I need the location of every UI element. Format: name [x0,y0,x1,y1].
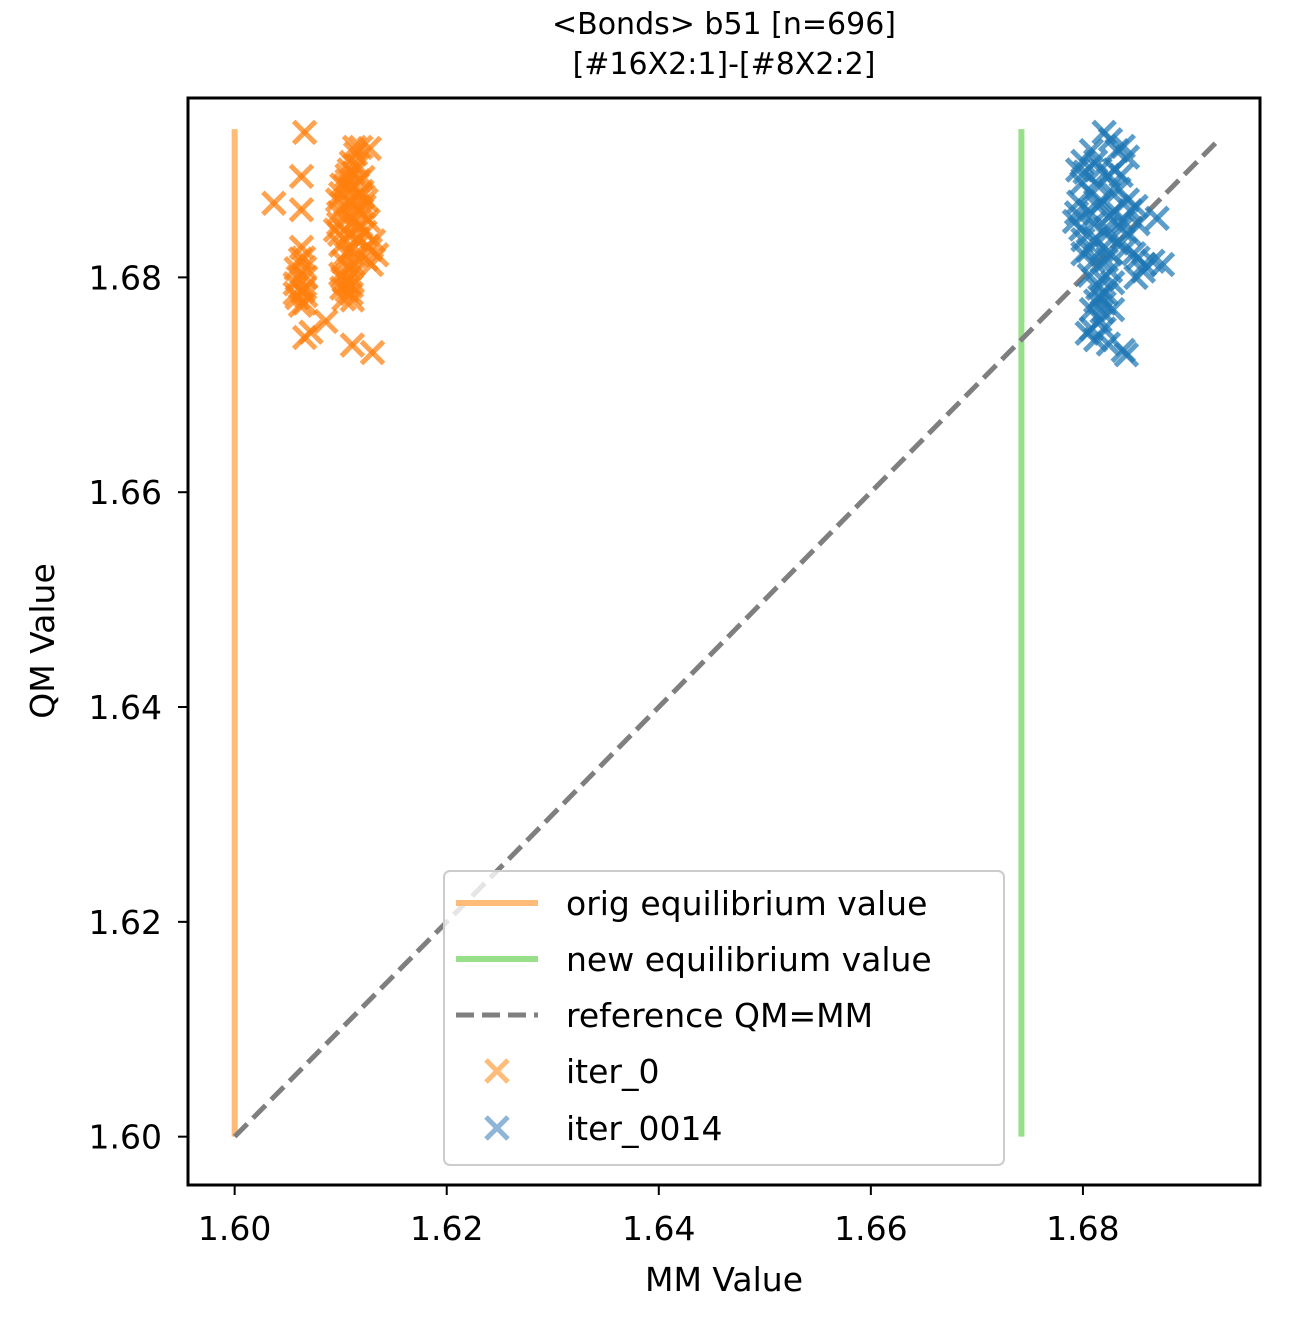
chart-title: <Bonds> b51 [n=696] [552,7,896,42]
data-point [1099,296,1126,323]
y-tick-label: 1.60 [89,1118,162,1157]
data-point [1130,258,1157,284]
data-point [291,254,318,281]
data-point [292,282,319,309]
data-point [288,196,315,223]
legend-marker-iter-0014 [484,1115,510,1141]
data-point [339,287,366,313]
data-point [1064,157,1091,183]
data-point [1082,288,1109,314]
series-iter_0 [261,119,390,366]
y-tick-label: 1.64 [89,688,162,727]
data-point [353,187,379,213]
legend: orig equilibrium value new equilibrium v… [443,870,1005,1166]
series-iter_0014 [1061,119,1176,368]
x-tick-label: 1.60 [198,1209,271,1248]
data-point [359,339,386,366]
data-point [339,332,366,358]
x-axis-label: MM Value [645,1260,803,1299]
data-point [350,164,376,191]
legend-label-reference: reference QM=MM [566,996,873,1035]
y-axis-label: QM Value [23,563,62,719]
data-point [1070,240,1096,267]
data-point [358,251,385,278]
legend-label-orig: orig equilibrium value [566,884,927,923]
legend-label-new: new equilibrium value [566,940,932,979]
data-point [1108,162,1134,189]
data-point [1149,251,1176,278]
data-point [356,135,383,162]
y-tick-label: 1.68 [89,258,162,297]
chart-subtitle: [#16X2:1]-[#8X2:2] [573,47,876,82]
plot-points [261,119,1176,368]
data-point [291,290,318,316]
data-point [313,308,339,335]
data-point [1061,208,1088,235]
x-tick-label: 1.64 [622,1209,695,1248]
data-point [288,163,315,190]
x-axis: 1.60 1.62 1.64 1.66 1.68 [198,1185,1120,1248]
y-tick-label: 1.62 [89,903,162,942]
legend-label-iter-0: iter_0 [566,1052,659,1091]
data-point [1085,193,1111,220]
x-tick-label: 1.62 [410,1209,483,1248]
data-point [1093,215,1120,241]
data-point [291,119,318,146]
data-point [324,187,351,213]
plot-lines [231,129,1223,1139]
data-point [298,319,324,345]
data-point [261,190,287,217]
x-tick-label: 1.66 [834,1209,907,1248]
data-point [338,280,365,307]
y-tick-label: 1.66 [89,473,162,512]
data-point [1095,331,1122,357]
data-point [1144,205,1170,232]
data-point [1116,221,1143,248]
plot-frame [186,96,1262,1187]
data-point [1097,240,1124,267]
legend-box [443,870,1005,1166]
data-point [326,221,353,248]
data-point [1123,193,1149,220]
y-axis: 1.60 1.62 1.64 1.66 1.68 [89,258,188,1157]
data-point [1113,341,1140,368]
x-tick-label: 1.68 [1046,1209,1119,1248]
legend-marker-iter-0 [484,1058,510,1084]
legend-label-iter-0014: iter_0014 [566,1109,722,1148]
